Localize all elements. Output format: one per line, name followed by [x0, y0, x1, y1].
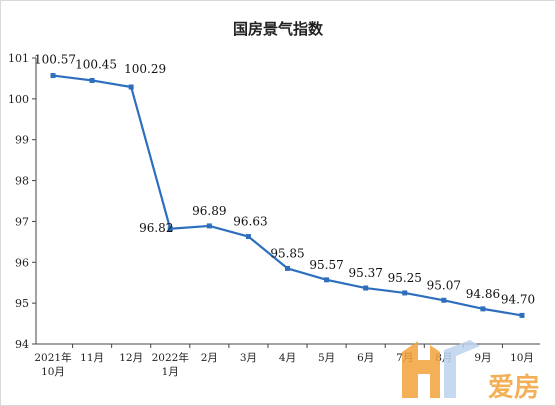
x-tick-label: 10月 — [41, 366, 65, 378]
data-point — [519, 312, 525, 318]
data-point — [128, 84, 134, 90]
x-tick-label: 5月 — [318, 352, 335, 364]
y-tick-label: 98 — [15, 175, 29, 188]
data-point — [480, 306, 486, 312]
watermark-text: 爱房 — [488, 373, 540, 403]
y-tick-label: 97 — [15, 215, 29, 228]
data-point — [245, 234, 251, 240]
data-label: 96.82 — [139, 221, 173, 235]
data-label: 100.57 — [34, 53, 76, 67]
data-points — [50, 73, 525, 318]
data-label: 95.07 — [427, 278, 461, 292]
watermark-logo: 爱房 — [402, 340, 540, 403]
data-point — [363, 285, 369, 291]
data-point — [167, 226, 173, 232]
data-labels: 100.57 100.45 100.29 96.82 96.89 96.63 95.85 95… — [34, 53, 535, 307]
x-tick-label: 2022年 — [152, 351, 189, 364]
x-tick-label: 3月 — [240, 352, 257, 364]
y-tick-label: 95 — [15, 297, 29, 310]
y-tick-label: 101 — [8, 52, 29, 65]
data-point — [206, 223, 212, 229]
data-point — [50, 73, 56, 79]
data-point — [89, 77, 95, 83]
data-label: 94.70 — [501, 292, 535, 306]
data-point — [402, 290, 408, 296]
data-label: 95.85 — [270, 246, 304, 260]
data-label: 96.89 — [192, 204, 226, 218]
watermark-house-left — [402, 341, 440, 398]
y-tick-label: 96 — [15, 256, 29, 269]
x-tick-label: 2021年 — [34, 351, 71, 364]
data-point — [324, 277, 330, 283]
x-tick-label: 2月 — [201, 352, 218, 364]
x-tick-label: 1月 — [162, 366, 179, 378]
data-label: 95.37 — [348, 266, 382, 280]
data-label: 100.29 — [124, 62, 166, 76]
y-ticks: 94 95 96 97 98 99 100 101 — [8, 52, 36, 351]
data-label: 96.63 — [233, 215, 267, 229]
data-point — [441, 297, 447, 303]
y-tick-label: 94 — [15, 338, 29, 351]
data-point — [285, 265, 290, 271]
data-label: 95.57 — [309, 258, 343, 272]
y-tick-label: 100 — [8, 93, 29, 106]
x-tick-label: 4月 — [279, 352, 296, 364]
data-label: 94.86 — [466, 287, 500, 301]
y-tick-label: 99 — [15, 134, 29, 147]
x-tick-label: 12月 — [119, 352, 143, 364]
x-tick-label: 6月 — [357, 352, 374, 364]
data-label: 95.25 — [388, 271, 422, 285]
data-label: 100.45 — [75, 57, 117, 71]
x-tick-label: 9月 — [474, 352, 491, 364]
axes — [35, 58, 540, 345]
watermark-house-right — [444, 340, 480, 398]
x-tick-label: 10月 — [510, 352, 534, 364]
chart-title: 国房景气指数 — [233, 20, 324, 38]
x-tick-label: 11月 — [80, 352, 104, 364]
